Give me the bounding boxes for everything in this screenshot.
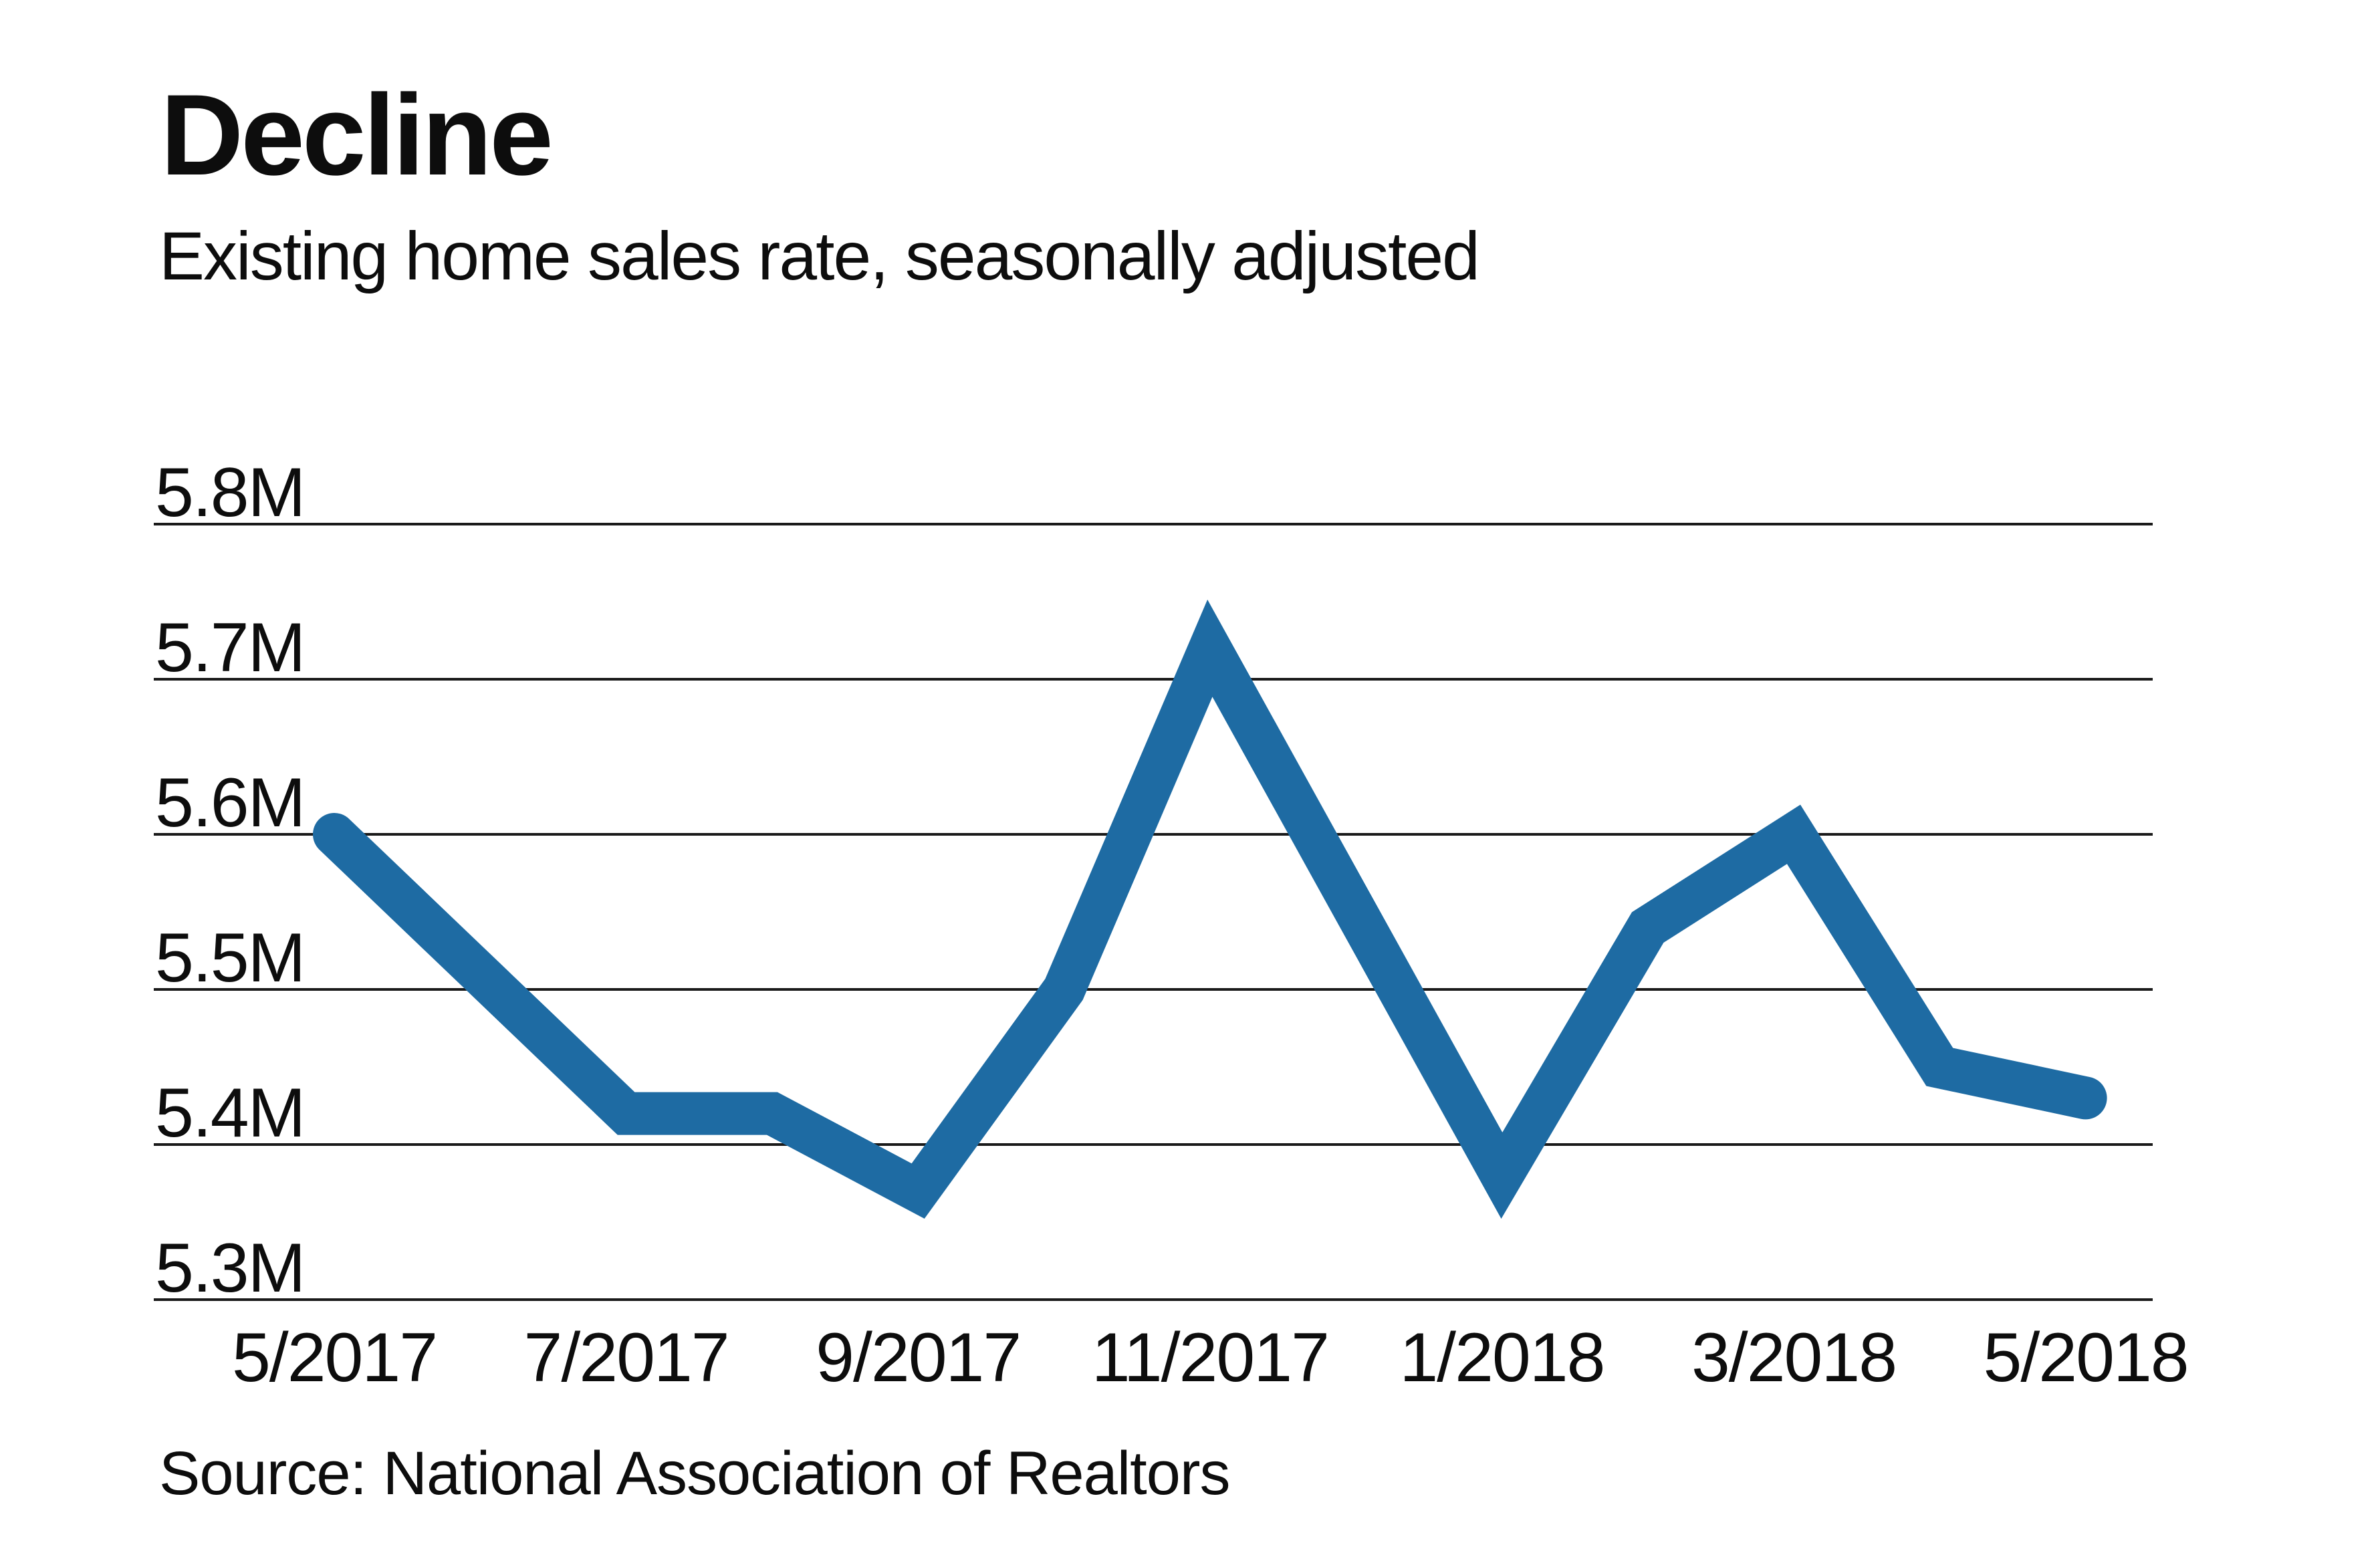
x-tick-label: 5/2018 (1984, 1319, 2188, 1397)
y-tick-label: 5.3M (155, 1229, 304, 1307)
y-tick-label: 5.8M (155, 454, 304, 531)
y-tick-label: 5.6M (155, 764, 304, 842)
x-tick-label: 9/2017 (816, 1319, 1020, 1397)
y-tick-label: 5.4M (155, 1074, 304, 1152)
x-tick-label: 3/2018 (1691, 1319, 1896, 1397)
x-tick-label: 5/2017 (232, 1319, 437, 1397)
x-tick-label: 11/2017 (1092, 1319, 1328, 1397)
chart-title: Decline (160, 71, 554, 199)
x-tick-label: 1/2018 (1399, 1319, 1604, 1397)
y-tick-label: 5.5M (155, 919, 304, 997)
x-tick-label: 7/2017 (524, 1319, 729, 1397)
source-attribution: Source: National Association of Realtors (159, 1439, 1231, 1508)
y-tick-label: 5.7M (155, 609, 304, 687)
chart-subtitle: Existing home sales rate, seasonally adj… (159, 218, 1480, 294)
sales-rate-line (313, 599, 2107, 1219)
